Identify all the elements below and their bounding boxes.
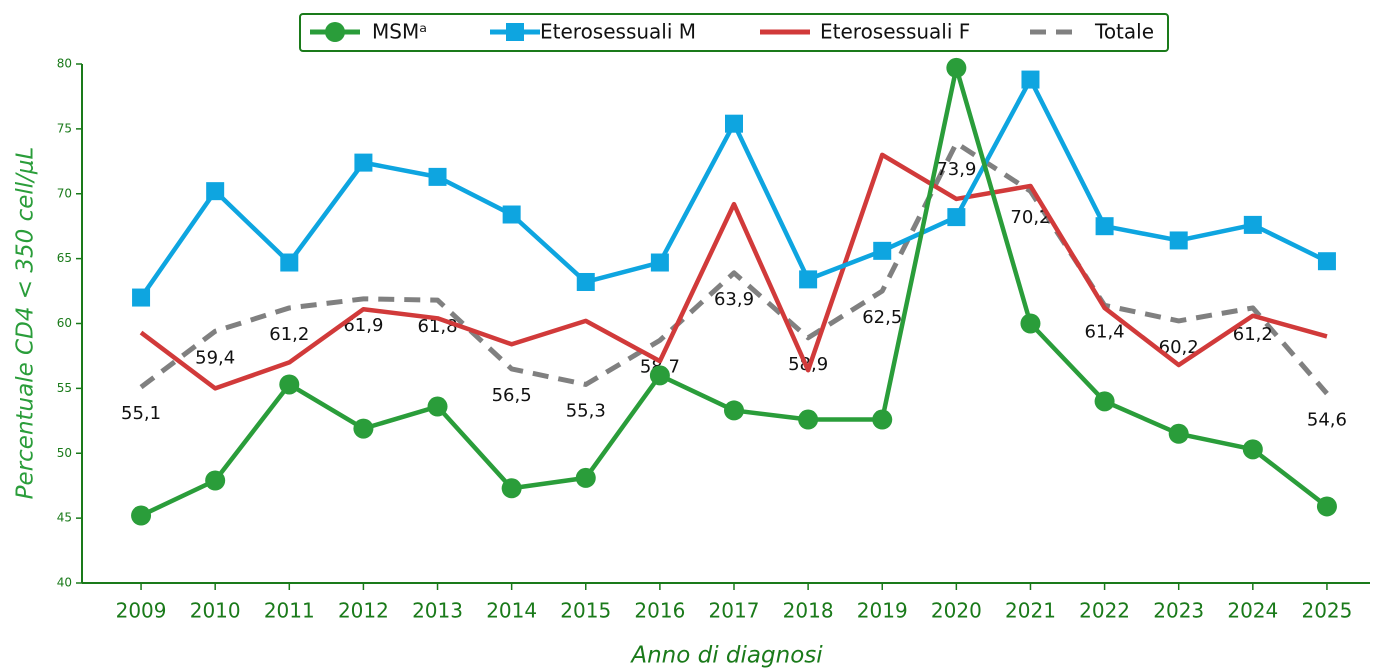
data-label: 60,2	[1159, 337, 1199, 358]
point	[279, 374, 300, 395]
data-label: 73,9	[936, 159, 976, 180]
x-tick-label: 2022	[1079, 599, 1130, 623]
point	[354, 153, 373, 172]
y-tick-label: 70	[57, 186, 72, 200]
series-line	[139, 77, 1328, 299]
x-axis-label: Anno di diagnosi	[629, 643, 823, 669]
data-label: 61,4	[1085, 321, 1125, 342]
data-label: 61,2	[269, 324, 309, 345]
y-tick-label: 80	[57, 57, 72, 71]
point	[427, 396, 448, 417]
x-tick-label: 2025	[1301, 599, 1352, 623]
x-tick-label: 2013	[412, 599, 463, 623]
y-tick-label: 50	[57, 446, 72, 460]
point	[576, 272, 595, 291]
point	[1169, 231, 1188, 250]
point	[1242, 439, 1263, 460]
point	[724, 400, 744, 421]
x-tick-label: 2014	[486, 599, 537, 623]
point	[132, 288, 151, 307]
data-label: 55,1	[121, 403, 161, 424]
point	[872, 409, 893, 430]
point	[280, 253, 299, 272]
point	[1168, 423, 1189, 444]
y-tick-label: 75	[57, 121, 72, 135]
point	[649, 365, 670, 386]
point	[650, 253, 669, 272]
series-line	[139, 140, 1329, 396]
legend-label: Eterosessuali F	[820, 20, 970, 44]
legend-marker	[325, 22, 345, 42]
data-label: 59,4	[195, 347, 235, 368]
x-tick-label: 2017	[709, 599, 760, 623]
y-tick-label: 60	[57, 316, 72, 330]
x-tick-label: 2010	[190, 599, 241, 623]
data-label: 55,3	[566, 400, 606, 421]
y-tick-label: 45	[57, 511, 72, 525]
point	[575, 467, 596, 488]
point	[947, 208, 966, 227]
point	[1094, 391, 1115, 412]
legend-label: MSMᵃ	[372, 20, 427, 44]
x-tick-label: 2012	[338, 599, 389, 623]
legend-label: Totale	[1094, 20, 1154, 44]
point	[1243, 215, 1262, 234]
point	[502, 205, 521, 224]
point	[1021, 70, 1040, 89]
point	[798, 409, 819, 430]
series-line	[139, 152, 1328, 391]
data-label: 70,2	[1010, 207, 1050, 228]
data-label: 61,2	[1233, 324, 1273, 345]
data-label: 62,5	[862, 307, 902, 328]
y-tick-label: 65	[57, 251, 72, 265]
point	[946, 57, 967, 78]
point	[206, 182, 225, 201]
data-label: 54,6	[1307, 410, 1347, 431]
x-tick-label: 2021	[1005, 599, 1056, 623]
legend-marker	[506, 23, 524, 41]
point	[1316, 496, 1337, 517]
point	[725, 114, 743, 133]
x-tick-label: 2009	[116, 599, 167, 623]
point	[1317, 252, 1336, 271]
point	[873, 241, 892, 260]
data-label: 61,9	[343, 315, 383, 336]
point	[131, 505, 152, 526]
data-label: 56,5	[492, 385, 532, 406]
x-tick-label: 2016	[634, 599, 685, 623]
x-tick-label: 2023	[1153, 599, 1204, 623]
point	[205, 470, 226, 491]
data-label: 63,9	[714, 289, 754, 310]
x-tick-label: 2015	[560, 599, 611, 623]
x-tick-label: 2024	[1227, 599, 1278, 623]
point	[501, 478, 522, 499]
point	[1020, 313, 1041, 334]
point	[353, 418, 374, 439]
point	[428, 167, 447, 186]
x-tick-label: 2018	[783, 599, 834, 623]
point	[799, 270, 818, 289]
x-tick-label: 2019	[857, 599, 908, 623]
point	[1095, 217, 1114, 236]
y-tick-label: 55	[57, 381, 72, 395]
x-tick-label: 2011	[264, 599, 315, 623]
y-tick-label: 40	[57, 576, 72, 590]
legend-label: Eterosessuali M	[540, 20, 696, 44]
y-axis-label: Percentuale CD4 < 350 cell/μL	[13, 147, 39, 500]
x-tick-label: 2020	[931, 599, 982, 623]
